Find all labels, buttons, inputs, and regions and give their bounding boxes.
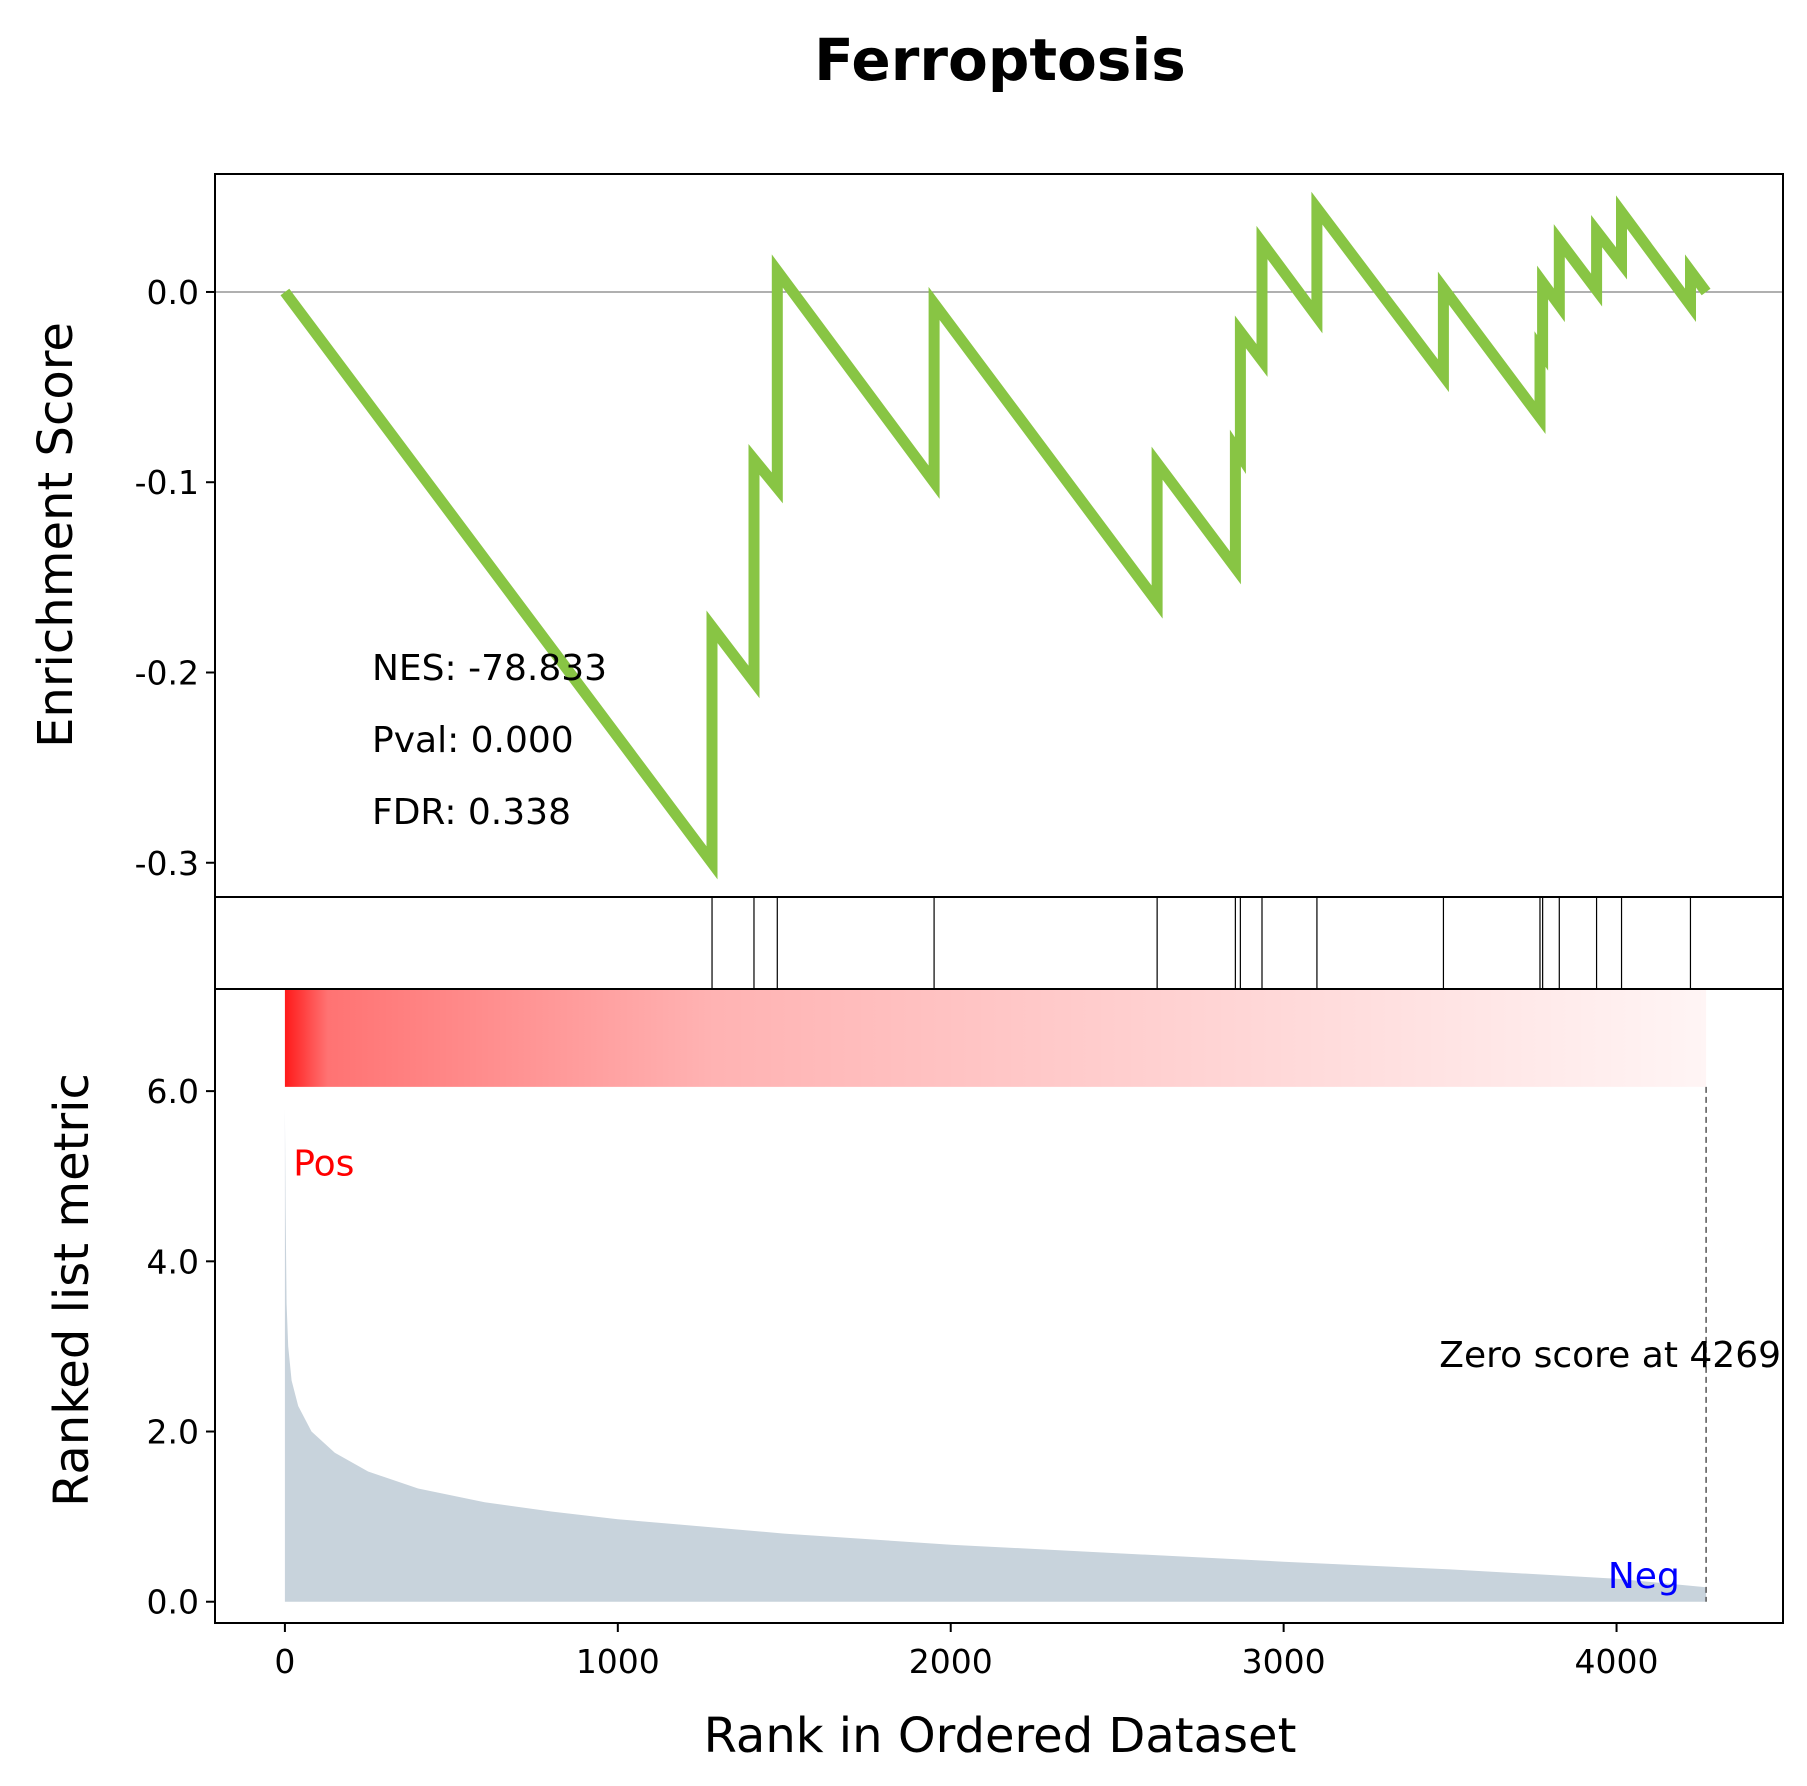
enrichment-score-panel: 0.0 -0.1 -0.2 -0.3 NES: -78.833 Pval: 0.000… (135, 173, 1784, 898)
rank-heat-band (284, 989, 1707, 1087)
metric-ytick-label: 6.0 (147, 1072, 199, 1111)
es-ytick-label: -0.2 (135, 653, 199, 692)
hit-marker-panel (214, 896, 1784, 990)
fdr-stat: FDR: 0.338 (372, 792, 571, 833)
hit-lines (711, 897, 1692, 989)
es-ytick-label: -0.1 (135, 463, 199, 502)
metric-ytick-label: 4.0 (147, 1242, 199, 1281)
es-ytick-label: 0.0 (147, 273, 199, 312)
chart-title: Ferroptosis (814, 26, 1186, 94)
pval-stat: Pval: 0.000 (372, 720, 574, 761)
metric-panel-frame (214, 988, 1784, 1624)
xtick-label: 3000 (1242, 1642, 1326, 1681)
running-enrichment-score-line (280, 191, 1711, 880)
es-ytick-label: -0.3 (135, 844, 199, 883)
hit-panel-frame (214, 896, 1784, 990)
metric-ytick-label: 2.0 (147, 1413, 199, 1452)
es-y-axis-label: Enrichment Score (28, 322, 84, 748)
xtick-label: 0 (274, 1642, 295, 1681)
x-ticks: 0 1000 2000 3000 4000 (274, 1623, 1659, 1681)
xtick-label: 1000 (576, 1642, 660, 1681)
xtick-label: 4000 (1575, 1642, 1659, 1681)
xtick-label: 2000 (909, 1642, 993, 1681)
x-axis-label: Rank in Ordered Dataset (704, 1708, 1297, 1764)
pos-label: Pos (293, 1143, 354, 1184)
es-y-ticks: 0.0 -0.1 -0.2 -0.3 (135, 273, 215, 883)
neg-label: Neg (1608, 1556, 1680, 1597)
metric-y-ticks: 0.0 2.0 4.0 6.0 (147, 1072, 215, 1622)
nes-stat: NES: -78.833 (372, 648, 607, 689)
metric-y-axis-label: Ranked list metric (44, 1073, 100, 1507)
ranked-metric-area (284, 1108, 1707, 1602)
zero-score-label: Zero score at 4269 (1439, 1335, 1781, 1376)
ranked-metric-panel: Zero score at 4269 Pos Neg 0.02.04.06.0 … (147, 988, 1784, 1681)
metric-ytick-label: 0.0 (147, 1583, 199, 1622)
